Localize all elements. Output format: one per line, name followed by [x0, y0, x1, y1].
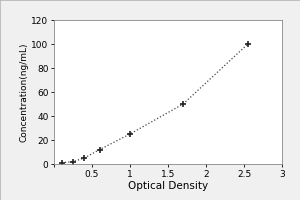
Y-axis label: Concentration(ng/mL): Concentration(ng/mL): [20, 42, 28, 142]
X-axis label: Optical Density: Optical Density: [128, 181, 208, 191]
